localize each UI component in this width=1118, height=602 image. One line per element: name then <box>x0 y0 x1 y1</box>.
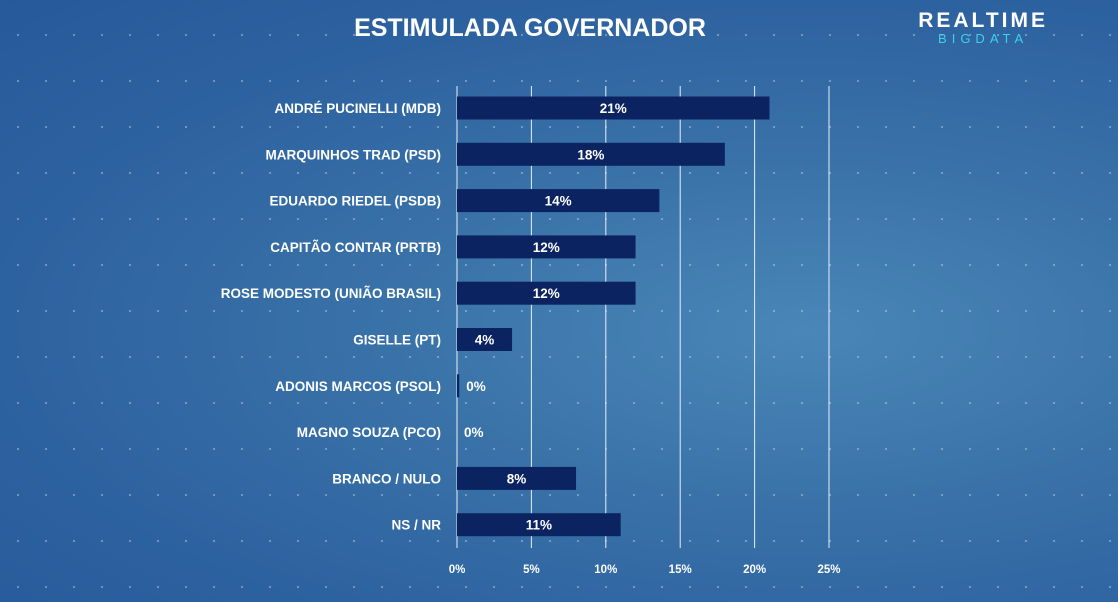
value-label: 0% <box>464 425 484 440</box>
x-tick-label: 0% <box>449 564 466 576</box>
category-label: MARQUINHOS TRAD (PSD) <box>266 147 442 162</box>
category-label: MAGNO SOUZA (PCO) <box>297 425 441 440</box>
value-label: 12% <box>533 240 560 255</box>
category-label: CAPITÃO CONTAR (PRTB) <box>270 240 441 255</box>
category-label: ANDRÉ PUCINELLI (MDB) <box>275 101 442 116</box>
x-tick-label: 25% <box>817 564 840 576</box>
x-tick-label: 20% <box>743 564 766 576</box>
logo-bigdata-text: BIGDATA <box>938 31 1029 46</box>
value-label: 14% <box>545 194 572 209</box>
value-label: 12% <box>533 286 560 301</box>
category-label: EDUARDO RIEDEL (PSDB) <box>269 194 441 209</box>
value-label: 0% <box>466 379 486 394</box>
bar <box>457 189 660 213</box>
brand-logo: REALTIME BIGDATA <box>918 10 1048 46</box>
category-label: ROSE MODESTO (UNIÃO BRASIL) <box>221 286 441 301</box>
bar <box>457 466 577 490</box>
bar <box>457 235 636 259</box>
x-tick-label: 10% <box>594 564 617 576</box>
bar <box>457 96 770 120</box>
chart-title: ESTIMULADA GOVERNADOR <box>354 14 706 42</box>
value-label: 11% <box>526 518 552 533</box>
bar <box>457 513 621 537</box>
bar <box>457 281 636 305</box>
bar <box>457 328 513 351</box>
logo-realtime-text: REALTIME <box>918 9 1048 32</box>
category-label: BRANCO / NULO <box>332 471 441 486</box>
category-label: GISELLE (PT) <box>353 333 441 348</box>
category-label: ADONIS MARCOS (PSOL) <box>275 379 441 394</box>
value-label: 18% <box>577 147 604 162</box>
category-label: NS / NR <box>391 518 441 533</box>
bar <box>457 374 460 398</box>
x-tick-label: 5% <box>523 564 540 576</box>
x-tick-label: 15% <box>669 564 692 576</box>
value-label: 8% <box>507 471 527 486</box>
value-label: 21% <box>600 101 627 116</box>
value-label: 4% <box>475 333 495 348</box>
bar <box>457 142 725 166</box>
